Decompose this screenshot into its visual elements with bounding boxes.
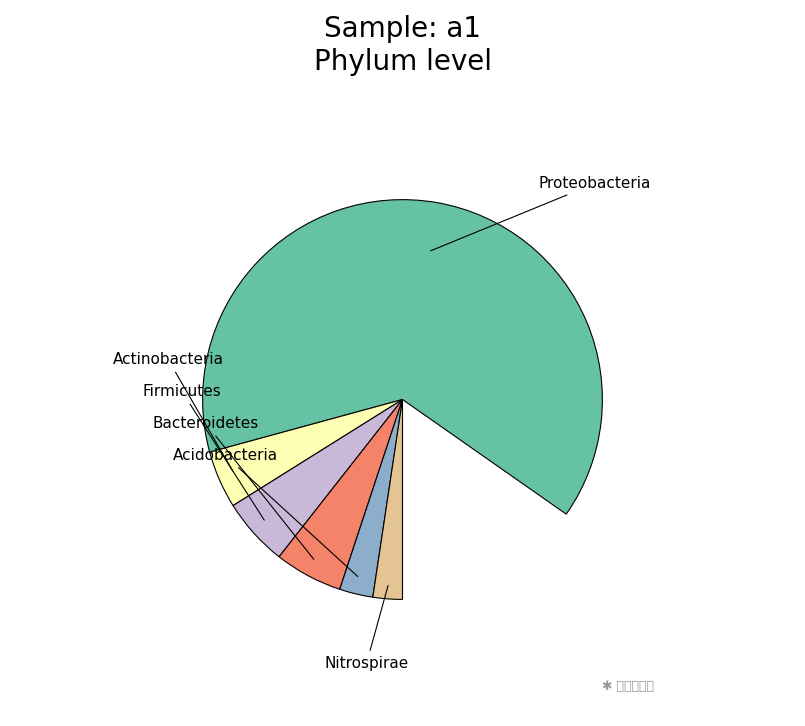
Wedge shape xyxy=(209,399,402,505)
Text: Acidobacteria: Acidobacteria xyxy=(172,448,357,576)
Text: ✱ 生信小白鱼: ✱ 生信小白鱼 xyxy=(602,680,654,693)
Wedge shape xyxy=(373,399,402,600)
Wedge shape xyxy=(279,399,402,590)
Wedge shape xyxy=(340,399,402,597)
Text: Nitrospirae: Nitrospirae xyxy=(324,586,409,671)
Text: Bacteroidetes: Bacteroidetes xyxy=(153,416,314,560)
Text: Proteobacteria: Proteobacteria xyxy=(431,176,650,250)
Text: Sample: a1
Phylum level: Sample: a1 Phylum level xyxy=(313,15,492,76)
Wedge shape xyxy=(203,200,602,514)
Text: Actinobacteria: Actinobacteria xyxy=(113,352,233,471)
Wedge shape xyxy=(233,399,402,557)
Text: Firmicutes: Firmicutes xyxy=(142,384,264,520)
